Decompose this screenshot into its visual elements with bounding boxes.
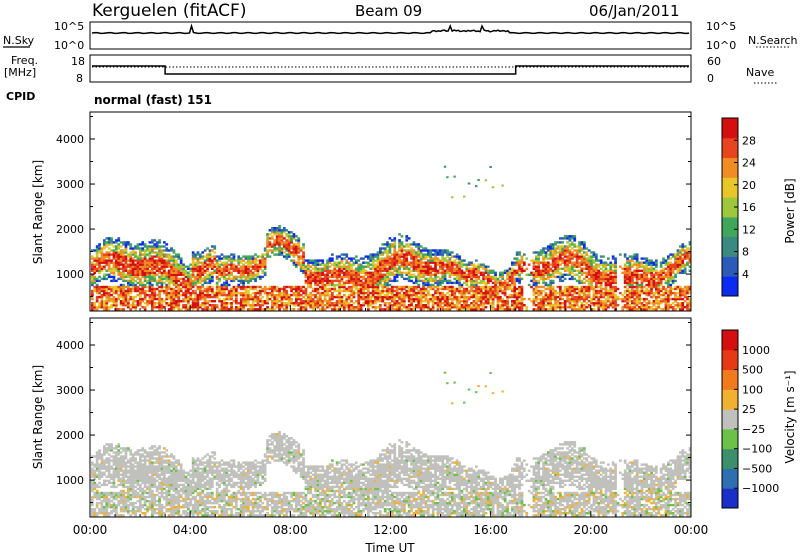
- colorbar-swatch: [722, 137, 738, 159]
- time-tick-label: 08:00: [273, 523, 308, 537]
- power-ylabel: Slant Range [km]: [31, 160, 45, 264]
- nsearch-label: N.Search: [748, 34, 798, 47]
- colorbar-swatch: [722, 389, 738, 410]
- colorbar-swatch: [722, 197, 738, 218]
- colorbar-swatch: [722, 488, 738, 509]
- velocity-panel: 4000 3000 2000 1000 Slant Range [km] 1000 50…: [31, 317, 797, 518]
- time-tick-label: 00:00: [674, 523, 709, 537]
- power-panel: 4000 3000 2000 1000 Slant Range [km] 28 24 20…: [31, 111, 797, 312]
- noise-sky-line: [91, 23, 690, 35]
- colorbar-swatch: [722, 256, 738, 277]
- time-tick-label: 00:00: [73, 523, 108, 537]
- colorbar-tick-label: 20: [742, 179, 756, 192]
- colorbar-swatch: [722, 448, 738, 469]
- colorbar-tick-label: −100: [742, 443, 772, 456]
- colorbar-tick-label: 25: [742, 403, 756, 416]
- colorbar-swatch: [722, 330, 738, 351]
- y-tick-label: 2000: [56, 223, 84, 236]
- colorbar-tick-label: 24: [742, 157, 756, 170]
- colorbar-tick-label: 100: [742, 383, 763, 396]
- colorbar-swatch: [722, 216, 738, 238]
- noise-tick-low-right: 10^0: [706, 39, 736, 52]
- cpid-value: normal (fast) 151: [94, 93, 212, 107]
- noise-tick-high-left: 10^5: [54, 20, 84, 33]
- velocity-cells: [91, 371, 692, 517]
- nave-tick-low: 0: [707, 72, 714, 85]
- y-tick-label: 4000: [56, 133, 84, 146]
- y-tick-label: 3000: [56, 178, 84, 191]
- colorbar-tick-label: 1000: [742, 344, 770, 357]
- colorbar-tick-label: 28: [742, 134, 756, 147]
- nave-tick-high: 60: [707, 55, 721, 68]
- freq-label-line2: [MHz]: [4, 66, 36, 79]
- y-tick-label: 2000: [56, 429, 84, 442]
- colorbar-tick-label: −500: [742, 462, 772, 475]
- y-tick-label: 3000: [56, 384, 84, 397]
- time-tick-label: 16:00: [473, 523, 508, 537]
- freq-tick-high: 18: [71, 55, 85, 68]
- velocity-colorbar-label: Velocity [m s⁻¹]: [783, 370, 797, 463]
- power-colorbar: 28 24 20 16 12 8 4: [721, 117, 756, 297]
- colorbar-swatch: [722, 236, 738, 257]
- power-colorbar-label: Power [dB]: [783, 178, 797, 243]
- y-tick-label: 4000: [56, 339, 84, 352]
- freq-label-line1: Freq.: [11, 54, 38, 67]
- nsky-label: N.Sky: [3, 34, 35, 47]
- velocity-colorbar: 1000 500 100 25 −25 −100 −500 −1000: [721, 329, 779, 509]
- time-axis: 00:00 04:00 08:00 12:00 16:00 20:00 00:00: [73, 305, 709, 537]
- frequency-line: [92, 65, 689, 75]
- colorbar-tick-label: 16: [742, 201, 756, 214]
- y-tick-label: 1000: [56, 474, 84, 487]
- velocity-y-axis: 4000 3000 2000 1000: [56, 322, 691, 504]
- power-cells: [91, 165, 692, 311]
- colorbar-swatch: [722, 369, 738, 390]
- colorbar-tick-label: 4: [742, 268, 749, 281]
- time-tick-label: 12:00: [373, 523, 408, 537]
- time-tick-label: 04:00: [173, 523, 208, 537]
- noise-panel: 10^5 10^0 10^5 10^0 N.Sky N.Search: [3, 20, 798, 52]
- velocity-ylabel: Slant Range [km]: [31, 365, 45, 469]
- cpid-label: CPID: [6, 90, 35, 103]
- colorbar-tick-label: −1000: [742, 482, 779, 495]
- colorbar-swatch: [722, 349, 738, 371]
- colorbar-tick-label: −25: [742, 423, 765, 436]
- colorbar-swatch: [722, 409, 738, 430]
- noise-tick-low-left: 10^0: [54, 39, 84, 52]
- beam-title: Beam 09: [355, 2, 422, 20]
- noise-tick-high-right: 10^5: [706, 20, 736, 33]
- colorbar-tick-label: 12: [742, 223, 756, 236]
- time-axis-label: Time UT: [364, 541, 415, 554]
- time-tick-label: 20:00: [574, 523, 609, 537]
- frequency-panel: 18 8 60 0 Freq. [MHz] Nave CPID normal (…: [4, 54, 778, 107]
- freq-tick-low: 8: [76, 72, 83, 85]
- nave-label: Nave: [746, 66, 774, 79]
- colorbar-swatch: [722, 276, 738, 297]
- colorbar-swatch: [722, 428, 738, 450]
- colorbar-swatch: [722, 118, 738, 139]
- y-tick-label: 1000: [56, 268, 84, 281]
- date-title: 06/Jan/2011: [589, 2, 680, 20]
- station-title: Kerguelen (fitACF): [92, 1, 246, 21]
- colorbar-swatch: [722, 468, 738, 489]
- colorbar-tick-label: 8: [742, 246, 749, 259]
- power-y-axis: 4000 3000 2000 1000: [56, 116, 691, 298]
- colorbar-tick-label: 500: [742, 364, 763, 377]
- colorbar-swatch: [722, 177, 738, 198]
- colorbar-swatch: [722, 157, 738, 178]
